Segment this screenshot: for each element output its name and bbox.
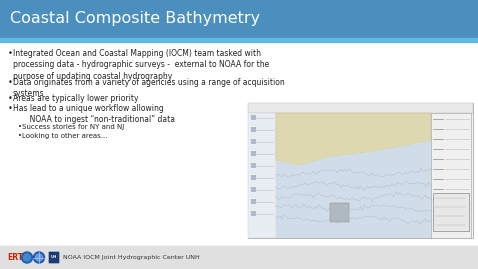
Text: NOAA IOCM Joint Hydrographic Center UNH: NOAA IOCM Joint Hydrographic Center UNH xyxy=(63,255,200,260)
Bar xyxy=(251,115,256,120)
Bar xyxy=(251,199,256,204)
Bar xyxy=(251,211,256,216)
Bar xyxy=(0,38,478,42)
Bar xyxy=(251,139,256,144)
Text: UH: UH xyxy=(51,256,57,260)
Bar xyxy=(248,113,276,238)
Text: Coastal Composite Bathymetry: Coastal Composite Bathymetry xyxy=(10,12,260,27)
Circle shape xyxy=(22,252,33,263)
Bar xyxy=(0,246,478,269)
Text: ERT: ERT xyxy=(7,253,23,262)
Text: Looking to other areas...: Looking to other areas... xyxy=(22,133,108,139)
Bar xyxy=(276,113,431,238)
Text: Has lead to a unique workflow allowing
       NOAA to ingest “non-traditional” d: Has lead to a unique workflow allowing N… xyxy=(13,104,175,125)
Bar xyxy=(248,103,473,113)
Bar xyxy=(251,163,256,168)
Bar xyxy=(433,193,469,231)
Text: •: • xyxy=(18,133,22,139)
Polygon shape xyxy=(276,113,431,165)
Bar xyxy=(248,103,473,238)
Text: •: • xyxy=(8,49,13,58)
Polygon shape xyxy=(276,140,431,238)
Text: •: • xyxy=(18,124,22,130)
Text: ¹: ¹ xyxy=(17,252,19,257)
Text: •: • xyxy=(8,78,13,87)
FancyBboxPatch shape xyxy=(48,251,60,264)
Circle shape xyxy=(33,252,44,263)
Circle shape xyxy=(35,254,43,261)
Bar xyxy=(251,175,256,180)
Text: •: • xyxy=(8,94,13,103)
Bar xyxy=(330,203,349,222)
Text: Data originates from a variety of agencies using a range of acquisition
systems: Data originates from a variety of agenci… xyxy=(13,78,285,98)
Bar xyxy=(0,0,478,38)
Text: Areas are typically lower priority: Areas are typically lower priority xyxy=(13,94,139,103)
Bar xyxy=(251,127,256,132)
Circle shape xyxy=(23,254,31,261)
Bar xyxy=(431,113,471,238)
Text: Success stories for NY and NJ: Success stories for NY and NJ xyxy=(22,124,124,130)
Text: •: • xyxy=(8,104,13,113)
Bar xyxy=(251,187,256,192)
Text: Integrated Ocean and Coastal Mapping (IOCM) team tasked with
processing data - h: Integrated Ocean and Coastal Mapping (IO… xyxy=(13,49,269,81)
Bar xyxy=(251,151,256,156)
